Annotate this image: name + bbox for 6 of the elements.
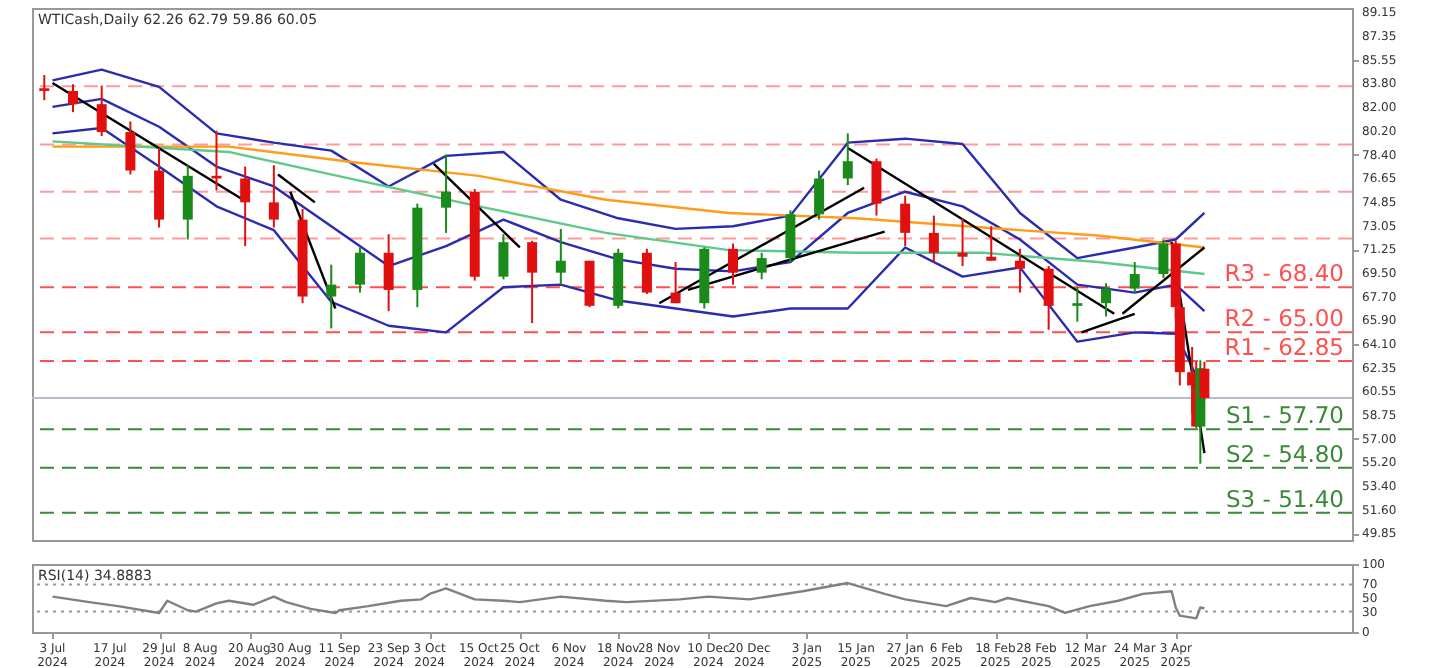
ref-line-label: R3 - 68.40 (1224, 259, 1344, 288)
ref-line-label: S3 - 51.40 (1226, 484, 1344, 513)
ref-line-label: R2 - 65.00 (1224, 304, 1344, 333)
ref-line-label: R1 - 62.85 (1224, 332, 1344, 361)
ref-line-label: S1 - 57.70 (1226, 401, 1344, 430)
ref-line-label: S2 - 54.80 (1226, 439, 1344, 468)
